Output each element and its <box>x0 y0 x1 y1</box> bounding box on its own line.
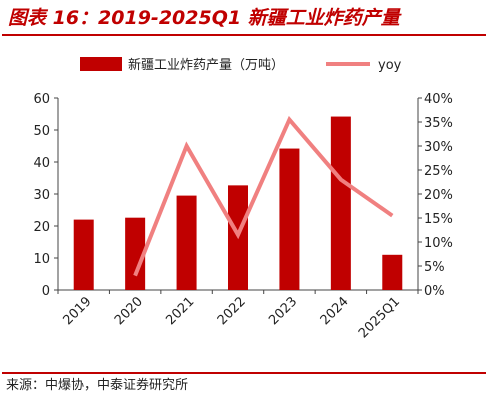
y-right-tick-label: 0% <box>424 284 445 299</box>
x-tick-label: 2019 <box>61 294 95 328</box>
page-title: 图表 16：2019-2025Q1 新疆工业炸药产量 <box>8 7 400 29</box>
bar <box>279 148 300 290</box>
yoy-line <box>133 115 394 277</box>
y-right-tick-label: 35% <box>424 116 453 131</box>
x-tick-label: 2021 <box>163 294 197 328</box>
y-right-tick-label: 20% <box>424 188 453 203</box>
title-divider <box>2 34 486 36</box>
y-right-tick-label: 15% <box>424 212 453 227</box>
bar <box>176 195 197 290</box>
chart: 新疆工业炸药产量（万吨） yoy 0 10 20 30 40 50 60 0% 5% 10% 15%… <box>33 57 453 341</box>
source-note: 来源：中爆协，中泰证券研究所 <box>6 378 189 393</box>
x-tick-label: 2020 <box>112 294 146 328</box>
y-right-tick-label: 25% <box>424 164 453 179</box>
y-left-tick-label: 20 <box>33 220 50 235</box>
y-left-tick-label: 40 <box>33 156 50 171</box>
y-right-tick-label: 10% <box>424 236 453 251</box>
bar <box>330 116 351 290</box>
chart-legend: 新疆工业炸药产量（万吨） yoy <box>80 57 402 73</box>
y-left-tick-label: 50 <box>33 124 50 139</box>
legend-label-line: yoy <box>378 58 402 73</box>
footer-divider <box>2 372 486 374</box>
y-left-tick-label: 0 <box>42 284 50 299</box>
bar <box>73 219 94 290</box>
legend-label-bar: 新疆工业炸药产量（万吨） <box>128 57 284 73</box>
y-left-tick-label: 60 <box>33 92 50 107</box>
y-left-tick-label: 30 <box>33 188 50 203</box>
x-tick-label: 2024 <box>318 294 352 328</box>
x-tick-label: 2023 <box>266 294 300 328</box>
x-tick-label: 2025Q1 <box>356 294 403 341</box>
bar <box>382 254 403 290</box>
y-left-tick-label: 10 <box>33 252 50 267</box>
legend-swatch-bar <box>80 57 122 71</box>
y-right-tick-label: 5% <box>424 260 445 275</box>
bar <box>125 217 146 290</box>
x-tick-label: 2022 <box>215 294 249 328</box>
y-right-tick-label: 30% <box>424 140 453 155</box>
y-right-tick-label: 40% <box>424 92 453 107</box>
